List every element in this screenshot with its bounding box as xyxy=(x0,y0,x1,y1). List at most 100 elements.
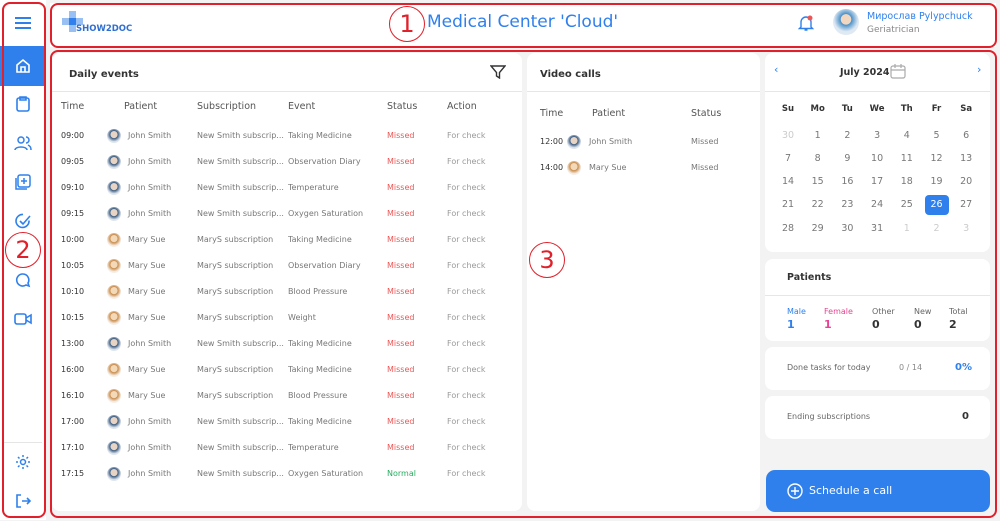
next-month-chevron-icon[interactable]: › xyxy=(977,63,982,76)
calendar-day[interactable]: 23 xyxy=(841,199,854,211)
calendar-day[interactable]: 28 xyxy=(781,222,795,234)
action-link[interactable]: For check xyxy=(447,261,486,270)
calendar-day[interactable]: 15 xyxy=(811,176,824,188)
calendar-day[interactable]: 25 xyxy=(900,199,913,211)
calendar-day[interactable]: 22 xyxy=(811,199,824,211)
action-link[interactable]: For check xyxy=(447,313,486,322)
table-row[interactable]: 17:15 John Smith New Smith subscrip... Oxyg… xyxy=(52,466,522,486)
gear-icon[interactable] xyxy=(0,442,46,482)
status-badge: Missed xyxy=(387,313,415,322)
table-row[interactable]: 10:00 Mary Sue MaryS subscription Taking Me… xyxy=(52,232,522,252)
users-icon[interactable] xyxy=(0,123,46,163)
calendar-day[interactable]: 8 xyxy=(814,152,821,164)
prev-month-chevron-icon[interactable]: ‹ xyxy=(774,63,779,76)
event-name: Oxygen Saturation xyxy=(288,209,364,218)
action-link[interactable]: For check xyxy=(447,365,486,374)
action-link[interactable]: For check xyxy=(447,157,486,166)
menu-icon[interactable] xyxy=(0,3,46,43)
calendar-day[interactable]: 1 xyxy=(903,222,910,234)
table-row[interactable]: 16:10 Mary Sue MaryS subscription Blood Pre… xyxy=(52,388,522,408)
table-row[interactable]: 16:00 Mary Sue MaryS subscription Taking Me… xyxy=(52,362,522,382)
column-header: Time xyxy=(61,101,85,112)
calendar-day[interactable]: 11 xyxy=(900,152,913,164)
calendar-day[interactable]: 2 xyxy=(844,129,851,141)
event-time: 13:00 xyxy=(61,339,85,348)
table-row[interactable]: 10:05 Mary Sue MaryS subscription Observati… xyxy=(52,258,522,278)
calendar-day[interactable]: 30 xyxy=(841,222,854,234)
action-link[interactable]: For check xyxy=(447,339,486,348)
add-document-icon[interactable] xyxy=(0,162,46,202)
calendar-day[interactable]: 3 xyxy=(963,222,970,234)
user-name[interactable]: Мирослав Pylypchuck xyxy=(867,11,973,22)
table-row[interactable]: 09:15 John Smith New Smith subscrip... Oxyg… xyxy=(52,206,522,226)
patients-stat-value: 1 xyxy=(787,318,795,331)
calendar-day[interactable]: 10 xyxy=(871,152,884,164)
action-link[interactable]: For check xyxy=(447,131,486,140)
calendar-day[interactable]: 9 xyxy=(844,152,851,164)
calendar-day[interactable]: 6 xyxy=(963,129,970,141)
notification-bell-icon[interactable] xyxy=(797,14,815,36)
patient-name: John Smith xyxy=(128,157,172,166)
table-row[interactable]: 17:00 John Smith New Smith subscrip... Taki… xyxy=(52,414,522,434)
calendar-day[interactable]: 1 xyxy=(814,129,821,141)
table-row[interactable]: 09:05 John Smith New Smith subscrip... Obse… xyxy=(52,154,522,174)
calendar-day[interactable]: 3 xyxy=(874,129,881,141)
user-role: Geriatrician xyxy=(867,25,920,35)
action-link[interactable]: For check xyxy=(447,235,486,244)
calendar-day[interactable]: 14 xyxy=(781,176,795,188)
logout-icon[interactable] xyxy=(0,481,46,521)
table-row[interactable]: 17:10 John Smith New Smith subscrip... Temp… xyxy=(52,440,522,460)
calendar-day[interactable]: 13 xyxy=(960,152,973,164)
table-row[interactable]: 10:15 Mary Sue MaryS subscription Weight Mis… xyxy=(52,310,522,330)
action-link[interactable]: For check xyxy=(447,391,486,400)
patient-name: John Smith xyxy=(128,417,172,426)
calendar-day[interactable]: 17 xyxy=(871,176,884,188)
video-icon[interactable] xyxy=(0,299,46,339)
calendar-day-selected[interactable]: 26 xyxy=(924,194,949,215)
calendar-day[interactable]: 18 xyxy=(900,176,913,188)
table-row[interactable]: 13:00 John Smith New Smith subscrip... Taki… xyxy=(52,336,522,356)
table-row[interactable]: 09:00 John Smith New Smith subscrip... Taki… xyxy=(52,128,522,148)
calendar-day[interactable]: 27 xyxy=(960,199,973,211)
action-link[interactable]: For check xyxy=(447,287,486,296)
weekday-label: Su xyxy=(781,104,795,114)
calendar-day[interactable]: 5 xyxy=(933,129,940,141)
calendar-day[interactable]: 30 xyxy=(781,129,795,141)
calendar-day[interactable]: 31 xyxy=(871,222,884,234)
calendar-day[interactable]: 4 xyxy=(903,129,910,141)
logo-text: SHOW2DOC xyxy=(76,24,133,34)
calendar-icon[interactable] xyxy=(890,63,906,83)
calendar-day[interactable]: 29 xyxy=(811,222,824,234)
schedule-call-button[interactable]: Schedule a call xyxy=(766,470,990,512)
filter-icon[interactable] xyxy=(489,64,507,83)
patient-avatar xyxy=(107,467,121,481)
user-avatar[interactable] xyxy=(833,9,859,35)
calendar-day[interactable]: 19 xyxy=(930,176,943,188)
calendar-day[interactable]: 20 xyxy=(960,176,973,188)
home-icon[interactable] xyxy=(0,46,46,86)
patient-name: Mary Sue xyxy=(128,287,166,296)
patient-avatar xyxy=(107,363,121,377)
calendar-day[interactable]: 12 xyxy=(930,152,943,164)
calendar-day[interactable]: 16 xyxy=(841,176,854,188)
calendar-day[interactable]: 2 xyxy=(933,222,940,234)
calendar-day[interactable]: 21 xyxy=(781,199,795,211)
action-link[interactable]: For check xyxy=(447,183,486,192)
calendar-day[interactable]: 7 xyxy=(784,152,792,164)
video-call-row[interactable]: 12:00 John Smith Missed xyxy=(527,134,760,154)
clipboard-icon[interactable] xyxy=(0,84,46,124)
call-status: Missed xyxy=(691,137,719,146)
logo[interactable]: SHOW2DOC xyxy=(62,11,142,37)
video-call-row[interactable]: 14:00 Mary Sue Missed xyxy=(527,160,760,180)
daily-events-title: Daily events xyxy=(69,69,139,80)
action-link[interactable]: For check xyxy=(447,209,486,218)
table-row[interactable]: 10:10 Mary Sue MaryS subscription Blood Pre… xyxy=(52,284,522,304)
chat-icon[interactable] xyxy=(0,260,46,300)
table-row[interactable]: 09:10 John Smith New Smith subscrip... Temp… xyxy=(52,180,522,200)
action-link[interactable]: For check xyxy=(447,469,486,478)
action-link[interactable]: For check xyxy=(447,443,486,452)
calendar-day[interactable]: 24 xyxy=(871,199,884,211)
check-circle-icon[interactable] xyxy=(0,201,46,241)
action-link[interactable]: For check xyxy=(447,417,486,426)
patient-name: Mary Sue xyxy=(128,261,166,270)
